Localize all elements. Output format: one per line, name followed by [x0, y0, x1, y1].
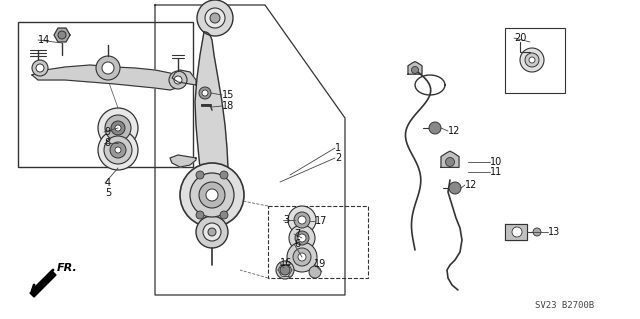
- Bar: [18, 22, 193, 167]
- Text: 14: 14: [38, 35, 51, 45]
- Circle shape: [280, 265, 290, 275]
- Circle shape: [289, 225, 315, 251]
- Circle shape: [58, 31, 66, 39]
- Polygon shape: [170, 155, 196, 167]
- Circle shape: [202, 90, 208, 96]
- Circle shape: [196, 171, 204, 179]
- Circle shape: [294, 212, 310, 228]
- Text: 2: 2: [335, 153, 341, 163]
- Circle shape: [96, 56, 120, 80]
- Circle shape: [529, 57, 535, 63]
- Circle shape: [525, 53, 539, 67]
- Polygon shape: [195, 32, 228, 198]
- Circle shape: [199, 87, 211, 99]
- Circle shape: [520, 48, 544, 72]
- Text: 7: 7: [294, 229, 300, 239]
- Circle shape: [206, 189, 218, 201]
- Polygon shape: [408, 62, 422, 74]
- Text: 16: 16: [280, 258, 292, 268]
- Circle shape: [199, 182, 225, 208]
- Bar: [505, 28, 565, 93]
- Circle shape: [104, 136, 132, 164]
- Circle shape: [105, 115, 131, 141]
- Circle shape: [298, 253, 306, 261]
- Circle shape: [220, 171, 228, 179]
- Text: 18: 18: [222, 101, 234, 111]
- Circle shape: [111, 121, 125, 135]
- Circle shape: [309, 266, 321, 278]
- Polygon shape: [441, 151, 459, 167]
- Polygon shape: [30, 271, 56, 297]
- Circle shape: [203, 223, 221, 241]
- Text: 6: 6: [294, 239, 300, 249]
- Circle shape: [115, 147, 121, 153]
- Circle shape: [298, 216, 306, 224]
- Circle shape: [36, 64, 44, 72]
- Circle shape: [180, 163, 244, 227]
- Text: 4: 4: [105, 178, 111, 188]
- Circle shape: [220, 211, 228, 219]
- Circle shape: [210, 13, 220, 23]
- Circle shape: [298, 234, 306, 242]
- Text: 19: 19: [314, 259, 326, 269]
- Text: 11: 11: [490, 167, 502, 177]
- Circle shape: [197, 0, 233, 36]
- Circle shape: [293, 248, 311, 266]
- Text: 17: 17: [315, 216, 328, 226]
- Circle shape: [449, 182, 461, 194]
- Text: 9: 9: [104, 127, 110, 137]
- Circle shape: [98, 108, 138, 148]
- Polygon shape: [54, 28, 70, 42]
- Circle shape: [196, 211, 204, 219]
- Circle shape: [412, 66, 419, 73]
- Circle shape: [32, 60, 48, 76]
- Circle shape: [205, 8, 225, 28]
- Circle shape: [429, 122, 441, 134]
- Text: SV23 B2700B: SV23 B2700B: [536, 300, 595, 309]
- Circle shape: [190, 173, 234, 217]
- Circle shape: [533, 228, 541, 236]
- Circle shape: [169, 71, 187, 89]
- Circle shape: [295, 231, 309, 245]
- Circle shape: [288, 206, 316, 234]
- Bar: [268, 206, 368, 278]
- Circle shape: [512, 227, 522, 237]
- Text: 13: 13: [548, 227, 560, 237]
- Text: 3: 3: [283, 215, 289, 225]
- Text: 12: 12: [465, 180, 477, 190]
- Text: 15: 15: [222, 90, 234, 100]
- Polygon shape: [505, 224, 527, 240]
- Circle shape: [98, 130, 138, 170]
- Text: 10: 10: [490, 157, 502, 167]
- Polygon shape: [32, 65, 185, 90]
- Circle shape: [102, 62, 114, 74]
- Polygon shape: [172, 70, 196, 85]
- Text: 8: 8: [104, 138, 110, 148]
- Circle shape: [208, 228, 216, 236]
- Text: FR.: FR.: [57, 263, 77, 273]
- Circle shape: [115, 125, 121, 131]
- Text: 12: 12: [448, 126, 460, 136]
- Text: 20: 20: [514, 33, 526, 43]
- Circle shape: [276, 261, 294, 279]
- Text: 1: 1: [335, 143, 341, 153]
- Circle shape: [196, 216, 228, 248]
- Circle shape: [445, 158, 454, 167]
- Circle shape: [110, 142, 126, 158]
- Text: 5: 5: [105, 188, 111, 198]
- Circle shape: [287, 242, 317, 272]
- Circle shape: [174, 76, 182, 84]
